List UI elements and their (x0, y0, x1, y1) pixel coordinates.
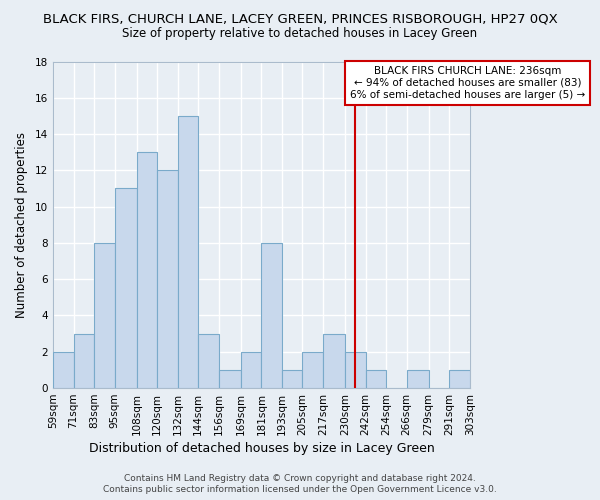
Text: BLACK FIRS CHURCH LANE: 236sqm
← 94% of detached houses are smaller (83)
6% of s: BLACK FIRS CHURCH LANE: 236sqm ← 94% of … (350, 66, 585, 100)
Bar (115, 188, 137, 388)
Text: Contains HM Land Registry data © Crown copyright and database right 2024.
Contai: Contains HM Land Registry data © Crown c… (103, 474, 497, 494)
Bar (178, 116, 198, 388)
Bar (449, 370, 470, 388)
Bar (198, 334, 218, 388)
X-axis label: Distribution of detached houses by size in Lacey Green: Distribution of detached houses by size … (89, 442, 434, 455)
Text: Size of property relative to detached houses in Lacey Green: Size of property relative to detached ho… (122, 28, 478, 40)
Bar (241, 352, 262, 388)
Bar (345, 352, 365, 388)
Text: BLACK FIRS, CHURCH LANE, LACEY GREEN, PRINCES RISBOROUGH, HP27 0QX: BLACK FIRS, CHURCH LANE, LACEY GREEN, PR… (43, 12, 557, 26)
Bar (323, 334, 345, 388)
Bar (53, 352, 74, 388)
Bar (262, 243, 282, 388)
Bar (157, 170, 178, 388)
Bar (94, 243, 115, 388)
Bar (365, 370, 386, 388)
Bar (282, 370, 302, 388)
Bar (302, 352, 323, 388)
Bar (74, 334, 94, 388)
Bar (407, 370, 429, 388)
Bar (218, 370, 241, 388)
Y-axis label: Number of detached properties: Number of detached properties (15, 132, 28, 318)
Bar (137, 152, 157, 388)
